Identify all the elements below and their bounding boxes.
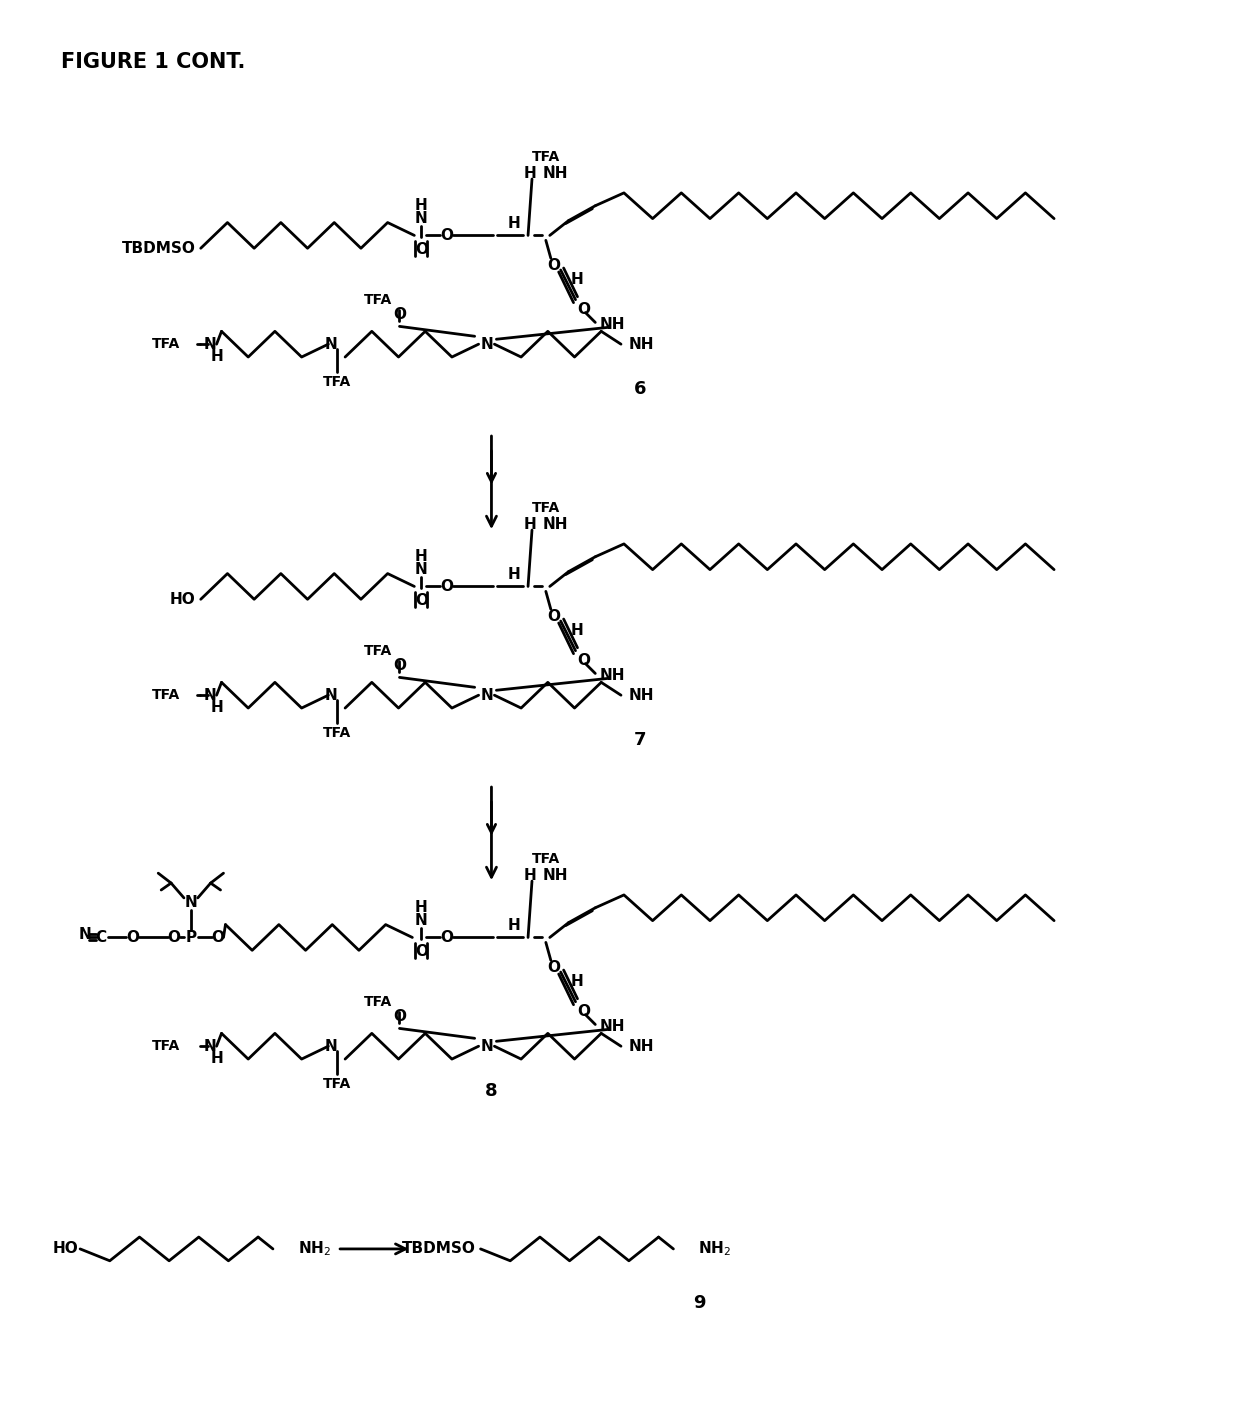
Text: TBDMSO: TBDMSO [402,1241,476,1257]
Text: O: O [440,579,454,594]
Text: N: N [325,336,337,352]
Text: NH: NH [599,1019,625,1035]
Text: TBDMSO: TBDMSO [122,241,196,255]
Text: N: N [415,211,428,227]
Text: O: O [547,258,560,272]
Text: O: O [440,931,454,945]
Text: H: H [415,549,428,564]
Text: O: O [547,959,560,975]
Text: H: H [508,567,521,581]
Text: H: H [415,901,428,915]
Text: O: O [126,931,139,945]
Text: C: C [95,931,107,945]
Text: NH$_2$: NH$_2$ [698,1240,732,1258]
Text: N: N [185,895,197,911]
Text: O: O [393,1009,405,1025]
Text: O: O [577,653,590,668]
Text: H: H [211,700,223,714]
Text: NH$_2$: NH$_2$ [298,1240,331,1258]
Text: TFA: TFA [324,375,351,389]
Text: H: H [523,868,537,882]
Text: N: N [325,688,337,703]
Text: H: H [508,217,521,231]
Text: NH: NH [599,316,625,332]
Text: NH: NH [629,336,655,352]
Text: O: O [393,306,405,322]
Text: N: N [78,928,92,942]
Text: N: N [203,1039,217,1053]
Text: TFA: TFA [324,1077,351,1090]
Text: H: H [572,623,584,638]
Text: O: O [414,242,428,256]
Text: TFA: TFA [363,292,392,306]
Text: NH: NH [543,868,568,882]
Text: O: O [393,658,405,673]
Text: NH: NH [599,668,625,683]
Text: 7: 7 [634,731,646,748]
Text: 9: 9 [693,1294,706,1312]
Text: N: N [203,688,217,703]
Text: N: N [480,1039,492,1053]
Text: H: H [572,975,584,989]
Text: NH: NH [543,517,568,532]
Text: N: N [415,561,428,577]
Text: 8: 8 [485,1082,497,1100]
Text: N: N [325,1039,337,1053]
Text: H: H [508,918,521,933]
Text: N: N [480,336,492,352]
Text: N: N [203,336,217,352]
Text: HO: HO [52,1241,78,1257]
Text: TFA: TFA [532,502,560,516]
Text: H: H [211,1050,223,1066]
Text: TFA: TFA [532,852,560,866]
Text: O: O [577,1005,590,1019]
Text: O: O [167,931,181,945]
Text: O: O [414,593,428,608]
Text: P: P [185,931,196,945]
Text: O: O [440,228,454,242]
Text: TFA: TFA [151,688,180,703]
Text: FIGURE 1 CONT.: FIGURE 1 CONT. [61,53,246,73]
Text: 6: 6 [634,379,646,398]
Text: TFA: TFA [151,338,180,351]
Text: HO: HO [170,591,196,607]
Text: TFA: TFA [532,150,560,164]
Text: H: H [211,349,223,363]
Text: N: N [480,688,492,703]
Text: H: H [415,198,428,214]
Text: TFA: TFA [363,995,392,1009]
Text: TFA: TFA [151,1039,180,1053]
Text: NH: NH [629,1039,655,1053]
Text: H: H [572,272,584,288]
Text: O: O [547,608,560,624]
Text: O: O [414,943,428,959]
Text: NH: NH [629,688,655,703]
Text: TFA: TFA [324,725,351,740]
Text: O: O [577,302,590,318]
Text: H: H [523,517,537,532]
Text: H: H [523,165,537,181]
Text: O: O [211,931,224,945]
Text: N: N [415,913,428,928]
Text: TFA: TFA [363,644,392,658]
Text: NH: NH [543,165,568,181]
